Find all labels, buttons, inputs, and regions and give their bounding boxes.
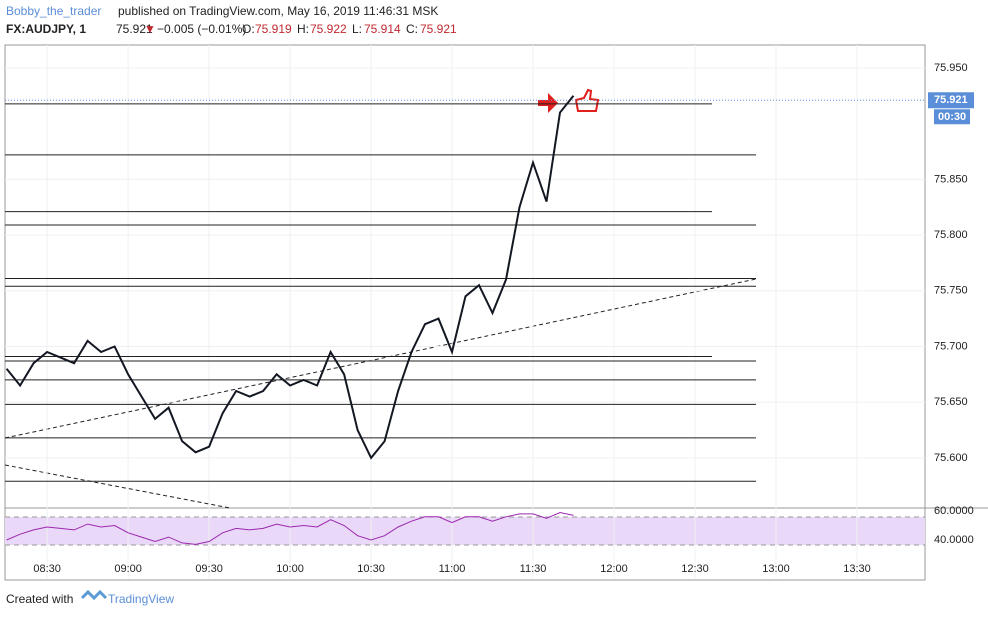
open-label: O: [242, 22, 255, 36]
author[interactable]: Bobby_the_trader [6, 4, 101, 18]
last-price-label: 75.921 [934, 94, 968, 106]
price-line [5, 95, 575, 460]
x-tick-label: 13:00 [762, 563, 790, 575]
x-tick-label: 09:00 [114, 563, 142, 575]
close-label: C: [406, 22, 418, 36]
published: published on TradingView.com, May 16, 20… [118, 4, 438, 18]
rsi-tick-label: 60.0000 [934, 505, 974, 517]
rsi-band [5, 517, 925, 545]
y-tick-label: 75.600 [934, 452, 968, 464]
logo [80, 589, 108, 601]
symbol: FX:AUDJPY, 1 [6, 22, 86, 36]
countdown-box [934, 109, 970, 125]
x-tick-label: 13:30 [843, 563, 871, 575]
change-arrow: ▼ [144, 22, 156, 36]
y-tick-label: 75.800 [934, 229, 968, 241]
change: −0.005 (−0.01%) [157, 22, 246, 36]
countdown: 00:30 [938, 111, 966, 123]
rsi-line [6, 511, 574, 545]
brand[interactable]: TradingView [108, 592, 174, 606]
x-tick-label: 11:30 [520, 563, 547, 575]
y-tick-label: 75.850 [934, 173, 968, 185]
open: 75.919 [255, 22, 292, 36]
x-tick-label: 09:30 [195, 563, 223, 575]
x-tick-label: 08:30 [33, 563, 61, 575]
trend-line [4, 278, 757, 439]
x-tick-label: 11:00 [439, 563, 466, 575]
created: Created with [6, 592, 73, 606]
y-tick-label: 75.750 [934, 285, 968, 297]
close: 75.921 [420, 22, 457, 36]
thumbs-up [574, 88, 600, 112]
x-tick-label: 10:00 [276, 563, 304, 575]
rsi-tick-label: 40.0000 [934, 534, 974, 546]
y-tick-label: 75.650 [934, 396, 968, 408]
high: 75.922 [310, 22, 347, 36]
y-tick-label: 75.950 [934, 62, 968, 74]
y-tick-label: 75.700 [934, 340, 968, 352]
trend-line [4, 464, 231, 509]
x-tick-label: 10:30 [357, 563, 385, 575]
high-label: H: [297, 22, 309, 36]
low: 75.914 [364, 22, 401, 36]
frame [4, 44, 926, 581]
arrow-annotation [538, 93, 558, 113]
x-tick-label: 12:00 [600, 563, 628, 575]
last: 75.921 [116, 22, 153, 36]
low-label: L: [352, 22, 362, 36]
x-tick-label: 12:30 [681, 563, 709, 575]
last-price-box [928, 92, 974, 109]
